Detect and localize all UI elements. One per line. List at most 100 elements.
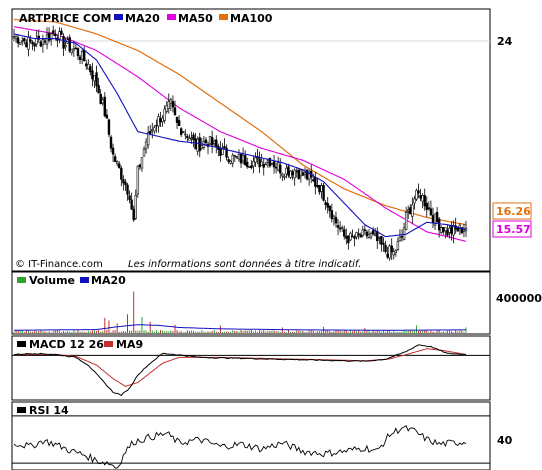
price-candle (351, 229, 354, 238)
credit-source: © IT-Finance.com (15, 259, 103, 270)
ma50-value-label: 15.57 (496, 223, 531, 236)
price-candle (340, 225, 344, 232)
ma50-series (13, 26, 467, 242)
price-candle (64, 37, 67, 51)
price-candle (458, 223, 462, 235)
price-candle (52, 25, 55, 36)
price-candle (29, 35, 32, 44)
price-candle (268, 157, 272, 168)
price-candle (111, 143, 115, 163)
price-candle (380, 235, 383, 252)
price-candle (177, 114, 181, 126)
ma20-legend-swatch (114, 14, 123, 20)
volume-ma20-legend-swatch (80, 277, 89, 283)
price-candle (435, 206, 439, 224)
price-candle (103, 92, 107, 118)
ma20-series (13, 33, 467, 238)
price-candle (384, 240, 387, 254)
price-candle (115, 160, 119, 167)
price-candle (343, 225, 346, 240)
price-candle (283, 173, 286, 181)
price-candle (107, 118, 111, 138)
price-candle (163, 105, 166, 124)
price-candle (58, 27, 61, 44)
price-candle (18, 42, 22, 45)
price-candle (305, 168, 309, 181)
price-candle (188, 134, 191, 141)
price-candle (243, 150, 247, 166)
price-candle (89, 64, 92, 76)
price-candle (326, 197, 329, 214)
rsi-guide-lines (12, 415, 490, 464)
price-candle (192, 132, 195, 148)
volume-ma20-line (14, 324, 466, 331)
ma100-value-label: 16.26 (496, 205, 531, 218)
macd-legend-label: MACD 12 26 (29, 338, 104, 351)
price-candle (281, 172, 284, 182)
price-candle (225, 144, 228, 161)
price-candle (60, 27, 63, 35)
price-candle (227, 156, 230, 164)
price-candle (136, 165, 140, 198)
price-candle (21, 36, 24, 46)
price-candle (175, 116, 179, 129)
price-candle (297, 168, 301, 180)
price-candle (37, 29, 40, 43)
price-tick-label: 24 (497, 35, 513, 48)
price-candle (417, 183, 420, 199)
price-candle (413, 195, 416, 210)
ma100-line (13, 18, 467, 226)
price-candle (105, 109, 109, 119)
price-candle (62, 33, 65, 57)
price-candle (427, 201, 431, 211)
ma50-legend-swatch (167, 14, 176, 20)
ma50-value-box (492, 220, 532, 238)
ma100-legend-label: MA100 (230, 12, 273, 25)
volume-panel: Volume MA20 400000 (11, 271, 542, 335)
macd-line (13, 344, 467, 397)
price-candle (171, 95, 175, 113)
price-candle (128, 190, 131, 204)
price-candle (336, 218, 340, 236)
rsi-line (13, 425, 467, 469)
ma50-legend-label: MA50 (178, 12, 213, 25)
price-candle (153, 125, 156, 135)
ma100-legend-swatch (219, 14, 228, 20)
price-candle (215, 135, 218, 154)
price-candle (167, 93, 170, 114)
price-candle (425, 196, 428, 217)
price-candle (293, 168, 296, 186)
price-candle (223, 138, 226, 149)
volume-ma20-series (14, 324, 466, 331)
price-candle (109, 134, 113, 153)
price-candle (334, 211, 338, 228)
price-candle (122, 175, 125, 191)
rsi-series (13, 425, 467, 469)
price-candle (404, 206, 408, 231)
price-candle (411, 197, 414, 224)
price-candle (68, 34, 71, 54)
price-candle (126, 182, 129, 201)
price-candle (371, 226, 375, 236)
price-candle (246, 157, 249, 169)
price-candle (361, 225, 365, 238)
price-candle (146, 126, 150, 149)
volume-bars (13, 291, 467, 333)
price-candle (392, 247, 395, 260)
price-candle (262, 159, 265, 176)
price-candle (382, 237, 385, 252)
price-candle (272, 154, 276, 174)
price-candle (289, 170, 292, 179)
rsi-legend-label: RSI 14 (29, 404, 69, 417)
price-candle (144, 138, 148, 154)
macd-legend-swatch (17, 341, 26, 347)
macd-ma9-legend-swatch (104, 341, 113, 347)
price-candle (124, 178, 127, 191)
rsi-legend-swatch (17, 407, 26, 413)
price-candle (16, 34, 20, 48)
volume-legend-swatch (17, 277, 26, 283)
rsi-panel: RSI 14 40 (11, 401, 513, 470)
price-candle (149, 124, 152, 135)
macd-ma9-legend-label: MA9 (116, 338, 143, 351)
